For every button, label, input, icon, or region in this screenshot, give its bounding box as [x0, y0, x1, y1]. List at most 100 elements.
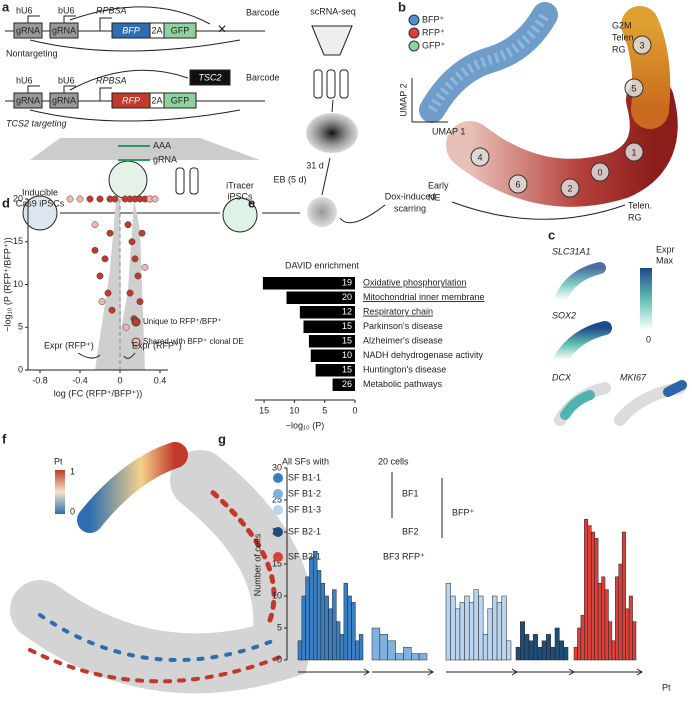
- histogram-bar: [387, 640, 396, 661]
- y-axis-label: −log₁₀ (P (RFP⁺/BFP⁺)): [2, 237, 12, 331]
- y-tick-label: 20: [13, 193, 23, 203]
- legend-marker: [408, 14, 420, 26]
- histogram-bar: [550, 646, 556, 661]
- x-axis-label: log (FC (RFP⁺/BFP⁺)): [54, 388, 143, 398]
- histogram-bar: [506, 640, 512, 661]
- umap-label: Telen.: [612, 32, 636, 42]
- legend-label: Shared with BFP⁺ clonal DE: [143, 337, 244, 346]
- diagram-label: Cas9 iPSCs: [16, 198, 65, 208]
- diagram-label: gRNA: [52, 95, 76, 105]
- histogram-bar: [459, 602, 465, 661]
- diagram-label: ×: [217, 21, 226, 38]
- umap-label: UMAP 1: [432, 126, 465, 136]
- colorbar-label: 0: [70, 506, 75, 516]
- histogram-bar: [533, 634, 538, 661]
- histogram-bar: [473, 589, 479, 661]
- histogram-bar: [305, 576, 310, 661]
- panel-label: d: [2, 195, 10, 210]
- histogram-bar: [528, 640, 534, 661]
- diagram-label: gRNA: [52, 25, 76, 35]
- cluster-label: 4: [477, 152, 482, 162]
- histogram-bar: [379, 634, 388, 661]
- point: [126, 289, 134, 297]
- y-tick-label: 10: [272, 590, 282, 600]
- bar-label: 19: [342, 278, 352, 288]
- panel-label: e: [248, 195, 255, 210]
- point: [104, 289, 112, 297]
- histogram-bar: [324, 595, 329, 661]
- panel-label: f: [2, 431, 7, 446]
- histogram-bar: [524, 634, 530, 661]
- umap-label: UMAP 2: [398, 83, 408, 116]
- point: [101, 255, 109, 263]
- histogram-bar: [618, 563, 623, 661]
- histogram-bar: [496, 602, 502, 661]
- y-tick-label: 15: [13, 236, 23, 246]
- category-label: Respiratory chain: [363, 307, 433, 317]
- histogram-bar: [625, 608, 630, 661]
- colorbar-label: 1: [70, 466, 75, 476]
- point: [106, 229, 114, 237]
- cluster-label: 5: [631, 83, 636, 93]
- histogram-bar: [632, 621, 637, 661]
- histogram-bar: [580, 614, 585, 661]
- y-tick-label: 30: [272, 462, 282, 472]
- histogram-bar: [584, 518, 589, 661]
- diagram-label: RPBSA: [96, 75, 127, 85]
- umap-label: G2M: [612, 20, 632, 30]
- point: [131, 255, 139, 263]
- diagram-label: GFP: [171, 95, 190, 105]
- histogram-bar: [445, 582, 451, 661]
- point: [141, 263, 149, 271]
- histogram-bar: [492, 595, 498, 661]
- histogram-bar: [478, 595, 484, 661]
- point: [96, 272, 104, 280]
- category-label: Parkinson's disease: [363, 321, 443, 331]
- y-tick-label: 0: [277, 654, 282, 664]
- x-tick-label: 0: [117, 375, 122, 385]
- histogram-bar: [608, 621, 613, 661]
- legend-annotation: BF1: [402, 488, 419, 498]
- x-tick-label: 10: [289, 405, 299, 415]
- histogram-bar: [403, 646, 412, 661]
- bar: [308, 335, 355, 348]
- legend-annotation: 20 cells: [378, 456, 409, 466]
- histogram-bar: [313, 550, 318, 661]
- histogram-bar: [347, 595, 352, 661]
- histogram-bar: [520, 621, 525, 661]
- cluster-marker: [470, 147, 490, 167]
- y-tick-label: 5: [277, 622, 282, 632]
- histogram-bar: [537, 646, 543, 661]
- diagram-label: AAA: [153, 140, 171, 150]
- bar-label: 10: [342, 350, 352, 360]
- histogram-bar: [501, 595, 507, 661]
- gene-label: DCX: [552, 372, 572, 382]
- colorbar-label: 0: [646, 334, 651, 344]
- point: [151, 195, 159, 203]
- legend-label: SF B1-1: [288, 472, 321, 482]
- bar: [286, 291, 355, 304]
- diagram-label: TSC2: [198, 72, 221, 82]
- diagram-label: scarring: [394, 203, 426, 213]
- histogram-bar: [563, 646, 569, 661]
- x-tick-label: 0: [352, 405, 357, 415]
- histogram-bar: [468, 602, 475, 661]
- x-tick-label: 15: [259, 405, 269, 415]
- cluster-marker: [590, 162, 610, 182]
- x-tick-label: 0.4: [154, 375, 167, 385]
- histogram-bar: [358, 634, 364, 661]
- point: [66, 195, 74, 203]
- cluster-label: 2: [567, 183, 572, 193]
- point: [91, 221, 99, 229]
- histogram-bar: [355, 640, 360, 661]
- category-label: Mitochondrial inner membrane: [363, 292, 485, 302]
- x-tick-label: -0.8: [32, 375, 48, 385]
- umap-label: Telen.: [628, 200, 652, 210]
- histogram-bar: [573, 646, 578, 661]
- point: [134, 272, 142, 280]
- diagram-label: Barcode: [246, 7, 280, 17]
- histogram-bar: [335, 621, 341, 661]
- umap-label: NE: [428, 192, 441, 202]
- annotation-arrow: [123, 352, 136, 359]
- pt-arrow: [516, 668, 575, 676]
